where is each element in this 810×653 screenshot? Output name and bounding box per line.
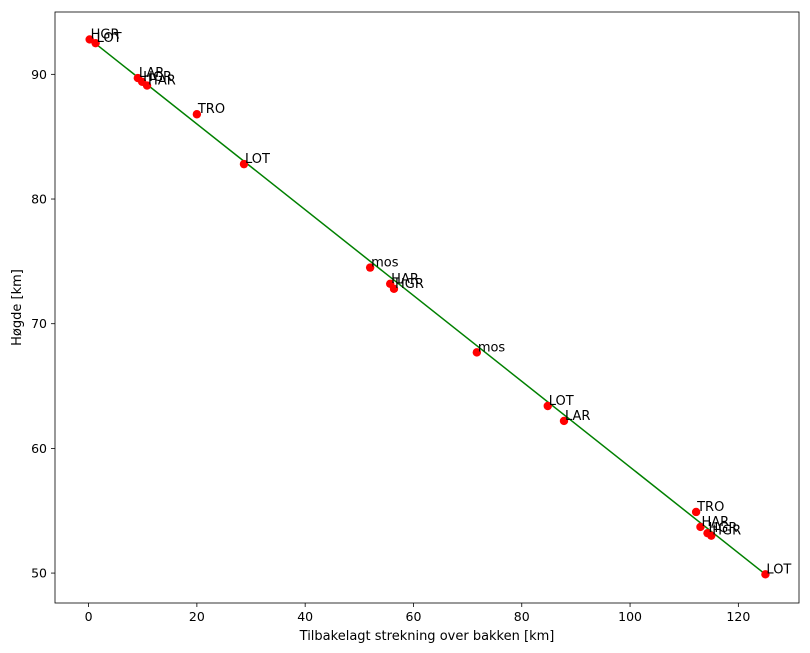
data-point (365, 263, 375, 272)
point-label: LOT (549, 394, 574, 409)
point-label: mos (478, 340, 506, 355)
point-label: mos (371, 256, 399, 271)
data-point (472, 348, 482, 357)
point-label: HGR (143, 70, 172, 85)
data-point (559, 416, 569, 426)
point-label: LAR (139, 66, 164, 81)
point-label: HGR (91, 27, 120, 42)
x-tick-label: 60 (406, 609, 422, 624)
point-label: LOT (766, 562, 791, 577)
data-point (239, 159, 249, 169)
data-point (91, 38, 100, 48)
data-point (192, 110, 202, 119)
x-tick-label: 0 (85, 609, 93, 624)
data-point (696, 522, 705, 532)
point-label: LAR (565, 409, 590, 424)
point-label: HGR (395, 277, 424, 292)
y-tick-label: 50 (31, 566, 47, 581)
plot-frame (54, 11, 800, 604)
data-point (761, 570, 770, 579)
point-label: TRO (696, 500, 724, 515)
y-tick-label: 80 (31, 192, 47, 207)
fit-line (88, 37, 766, 575)
point-label: HAR (701, 515, 729, 530)
x-tick-label: 80 (514, 609, 530, 624)
point-label: HAR (391, 272, 419, 287)
y-axis-label: Høgde [km] (10, 269, 25, 346)
x-tick-label: 120 (726, 609, 750, 624)
point-label: HAR (148, 74, 176, 89)
x-tick-label: 40 (297, 609, 313, 624)
y-tick-label: 60 (31, 441, 47, 456)
data-point (543, 401, 552, 411)
point-label: LOT (97, 31, 122, 46)
data-point (707, 531, 716, 540)
data-point (142, 81, 152, 90)
point-label: HGR (712, 524, 741, 539)
x-tick-label: 20 (189, 609, 205, 624)
y-tick-label: 70 (31, 316, 47, 331)
point-label: LOT (245, 152, 270, 167)
x-tick-label: 100 (618, 609, 642, 624)
data-point (691, 507, 701, 517)
point-label: TRO (197, 102, 225, 117)
y-tick-label: 90 (31, 67, 47, 82)
data-point (389, 284, 399, 293)
point-label: HGR (708, 521, 737, 536)
x-axis-label: Tilbakelagt strekning over bakken [km] (299, 629, 555, 644)
